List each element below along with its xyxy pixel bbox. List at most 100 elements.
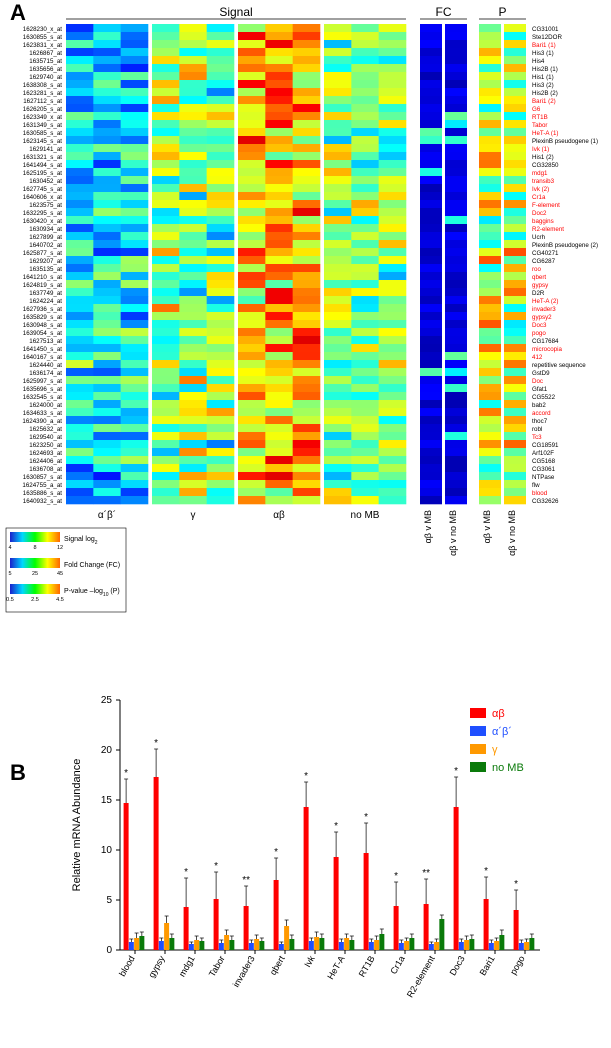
heatmap-cell	[324, 184, 352, 192]
heatmap-cell	[207, 136, 235, 144]
heatmap-cell	[179, 152, 207, 160]
heatmap-cell	[66, 432, 94, 440]
bar	[289, 939, 294, 950]
heatmap-cell	[179, 360, 207, 368]
heatmap-cell	[66, 408, 94, 416]
probe-id: 1623281_s_at	[23, 90, 63, 97]
fc-cell	[445, 288, 467, 296]
scale-bar	[10, 558, 60, 568]
heatmap-cell	[121, 376, 149, 384]
heatmap-cell	[293, 104, 321, 112]
heatmap-cell	[351, 208, 379, 216]
heatmap-cell	[265, 232, 293, 240]
heatmap-cell	[207, 184, 235, 192]
heatmap-cell	[121, 136, 149, 144]
heatmap-cell	[66, 176, 94, 184]
p-cell	[479, 128, 501, 136]
heatmap-cell	[66, 208, 94, 216]
heatmap-cell	[379, 304, 407, 312]
heatmap-cell	[207, 384, 235, 392]
probe-id: 1636708_at	[29, 466, 62, 473]
heatmap-cell	[121, 360, 149, 368]
heatmap-cell	[324, 376, 352, 384]
heatmap-cell	[379, 216, 407, 224]
heatmap-cell	[179, 280, 207, 288]
heatmap-cell	[66, 424, 94, 432]
heatmap-cell	[379, 96, 407, 104]
fc-cell	[445, 184, 467, 192]
heatmap-cell	[93, 160, 121, 168]
gene-label: F-element	[532, 202, 560, 209]
heatmap-cell	[66, 256, 94, 264]
heatmap-cell	[93, 448, 121, 456]
heatmap-cell	[351, 280, 379, 288]
heatmap-cell	[265, 48, 293, 56]
heatmap-cell	[293, 272, 321, 280]
heatmap-cell	[293, 240, 321, 248]
p-cell	[504, 336, 526, 344]
heatmap-cell	[152, 392, 180, 400]
p-cell	[504, 56, 526, 64]
p-cell	[479, 192, 501, 200]
heatmap-cell	[265, 152, 293, 160]
heatmap-cell	[152, 296, 180, 304]
p-cell	[479, 472, 501, 480]
gene-label: Doc	[532, 378, 543, 385]
p-cell	[504, 88, 526, 96]
p-cell	[504, 112, 526, 120]
heatmap-cell	[351, 344, 379, 352]
p-cell	[504, 328, 526, 336]
heatmap-cell	[121, 272, 149, 280]
heatmap-cell	[93, 320, 121, 328]
fc-cell	[445, 432, 467, 440]
heatmap-cell	[179, 64, 207, 72]
fc-cell	[420, 264, 442, 272]
heatmap-cell	[238, 384, 266, 392]
scale-label: Fold Change (FC)	[64, 562, 120, 569]
heatmap-cell	[179, 136, 207, 144]
heatmap-cell	[152, 280, 180, 288]
heatmap-cell	[152, 144, 180, 152]
probe-id: 1624819_s_at	[23, 282, 63, 289]
heatmap-cell	[152, 216, 180, 224]
heatmap-cell	[121, 200, 149, 208]
heatmap-cell	[66, 480, 94, 488]
gene-label: CG5522	[532, 394, 556, 401]
fc-cell	[445, 152, 467, 160]
heatmap-cell	[179, 80, 207, 88]
legend-label: αβ	[492, 708, 505, 720]
heatmap-cell	[93, 368, 121, 376]
heatmap-cell	[152, 432, 180, 440]
heatmap-cell	[207, 264, 235, 272]
fc-cell	[445, 136, 467, 144]
heatmap-cell	[179, 112, 207, 120]
heatmap-cell	[324, 272, 352, 280]
fc-cell	[420, 432, 442, 440]
heatmap-cell	[324, 424, 352, 432]
fc-cell	[420, 440, 442, 448]
fc-cell	[420, 200, 442, 208]
p-cell	[504, 496, 526, 504]
gene-label: His2B (2)	[532, 90, 558, 97]
p-cell	[504, 128, 526, 136]
fc-cell	[420, 384, 442, 392]
p-cell	[504, 192, 526, 200]
p-cell	[479, 464, 501, 472]
probe-id: 1630420_x_at	[23, 218, 63, 225]
p-cell	[479, 424, 501, 432]
heatmap-cell	[238, 464, 266, 472]
heatmap-cell	[324, 152, 352, 160]
heatmap-cell	[93, 256, 121, 264]
heatmap-cell	[265, 80, 293, 88]
heatmap-cell	[324, 448, 352, 456]
heatmap-cell	[265, 344, 293, 352]
heatmap-cell	[351, 440, 379, 448]
bar	[484, 899, 489, 950]
heatmap-cell	[152, 136, 180, 144]
heatmap-cell	[324, 64, 352, 72]
heatmap-cell	[265, 56, 293, 64]
p-cell	[479, 216, 501, 224]
signal-column-label: γ	[191, 510, 196, 521]
heatmap-cell	[179, 240, 207, 248]
heatmap-cell	[179, 232, 207, 240]
